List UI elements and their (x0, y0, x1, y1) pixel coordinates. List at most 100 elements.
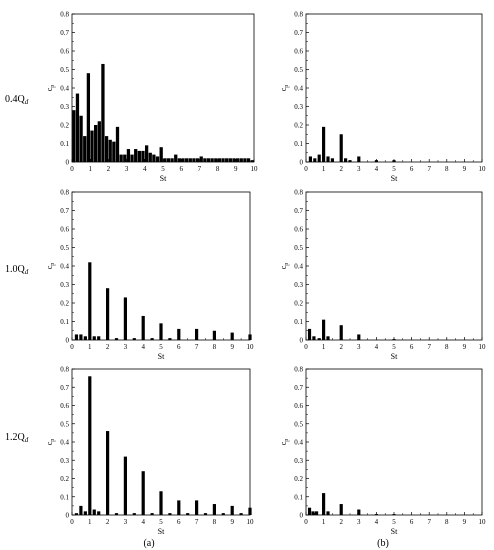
x-tick-label: 2 (107, 165, 111, 173)
y-tick-label: 0.3 (60, 281, 69, 289)
y-tick-label: 0.3 (294, 103, 303, 111)
x-tick-label: 8 (216, 165, 220, 173)
bar (108, 139, 112, 162)
bar (317, 154, 321, 162)
bar (177, 328, 181, 340)
bar (141, 150, 145, 162)
y-tick-label: 0.6 (294, 402, 303, 410)
x-tick-label: 9 (463, 518, 467, 526)
bar (181, 158, 185, 162)
bar (74, 513, 79, 515)
y-axis-label-main: c (45, 87, 54, 91)
bar (326, 336, 330, 340)
row-label-2-sub: d (25, 436, 29, 444)
bar (322, 493, 326, 515)
y-tick-label: 0.3 (294, 457, 303, 465)
y-tick-label: 0.6 (60, 226, 69, 234)
y-tick-label: 0.7 (60, 384, 69, 392)
y-tick-label: 0.5 (60, 244, 69, 252)
y-tick-label: 0.7 (294, 29, 303, 37)
bar (308, 156, 312, 162)
x-tick-label: 4 (375, 343, 379, 351)
x-tick-label: 9 (463, 165, 467, 173)
y-tick-label: 0.3 (60, 457, 69, 465)
x-tick-label: 2 (339, 518, 343, 526)
x-tick-label: 3 (357, 343, 361, 351)
y-tick-label: 0.4 (294, 263, 303, 271)
y-axis-label-sub: p (284, 439, 290, 442)
y-tick-label: 0.1 (294, 493, 303, 501)
bar (185, 158, 189, 162)
x-tick-label: 4 (141, 518, 145, 526)
plot-frame (71, 191, 251, 341)
bar (326, 511, 330, 515)
y-axis-label-main: c (45, 441, 54, 445)
x-tick-label: 0 (70, 343, 74, 351)
bar (228, 158, 232, 162)
y-tick-label: 0.5 (60, 66, 69, 74)
plot-frame (305, 191, 483, 341)
x-tick-label: 1 (88, 165, 92, 173)
y-tick-label: 0 (300, 159, 304, 167)
y-tick-label: 0.2 (60, 475, 69, 483)
x-tick-label: 4 (141, 343, 145, 351)
bar (230, 505, 234, 516)
bar (203, 158, 207, 162)
bar (159, 323, 163, 340)
x-tick-label: 0 (304, 343, 308, 351)
plot-frame (305, 368, 483, 516)
y-tick-label: 0 (66, 159, 70, 167)
bar (152, 154, 156, 162)
x-tick-label: 6 (410, 518, 414, 526)
bar (322, 126, 326, 162)
y-axis-label-sub: p (284, 85, 290, 88)
bar (115, 126, 120, 162)
x-tick-label: 5 (392, 343, 396, 351)
y-axis-label: cp (279, 439, 290, 446)
y-tick-label: 0.4 (60, 85, 69, 93)
bar (137, 150, 141, 162)
x-tick-label: 5 (161, 165, 165, 173)
y-tick-label: 0.8 (294, 366, 303, 374)
bar (119, 154, 123, 162)
y-tick-label: 0.2 (294, 122, 303, 130)
x-tick-label: 2 (339, 165, 343, 173)
y-axis-label-sub: p (50, 85, 56, 88)
x-tick-label: 3 (125, 165, 129, 173)
x-tick-label: 0 (304, 165, 308, 173)
y-tick-label: 0.6 (294, 226, 303, 234)
x-tick-label: 10 (479, 165, 487, 173)
y-axis-label: cp (45, 439, 56, 446)
bar (123, 154, 127, 162)
y-axis-label: cp (279, 85, 290, 92)
y-tick-label: 0.3 (294, 281, 303, 289)
x-tick-label: 6 (179, 165, 183, 173)
x-axis-label: St (160, 174, 167, 183)
x-axis-label: St (158, 527, 165, 536)
y-axis-label: cp (45, 263, 56, 270)
bar (79, 115, 83, 162)
x-tick-label: 4 (375, 165, 379, 173)
x-tick-label: 3 (357, 518, 361, 526)
y-tick-label: 0 (66, 512, 70, 520)
x-tick-label: 9 (230, 343, 234, 351)
bar (221, 158, 225, 162)
x-axis-label: St (391, 352, 398, 361)
x-tick-label: 5 (159, 343, 163, 351)
x-tick-label: 7 (198, 165, 202, 173)
y-tick-label: 0.5 (60, 420, 69, 428)
bar (123, 297, 127, 340)
row-label-2: 1.2Qd (5, 432, 29, 444)
x-tick-label: 7 (427, 343, 431, 351)
bar (90, 130, 94, 162)
y-tick-label: 0.8 (294, 189, 303, 197)
bar (106, 431, 110, 515)
bar (212, 504, 216, 515)
bar (134, 149, 138, 162)
x-tick-label: 1 (322, 518, 326, 526)
bar (192, 158, 196, 162)
y-tick-label: 0.8 (60, 189, 69, 197)
bar (83, 136, 87, 162)
